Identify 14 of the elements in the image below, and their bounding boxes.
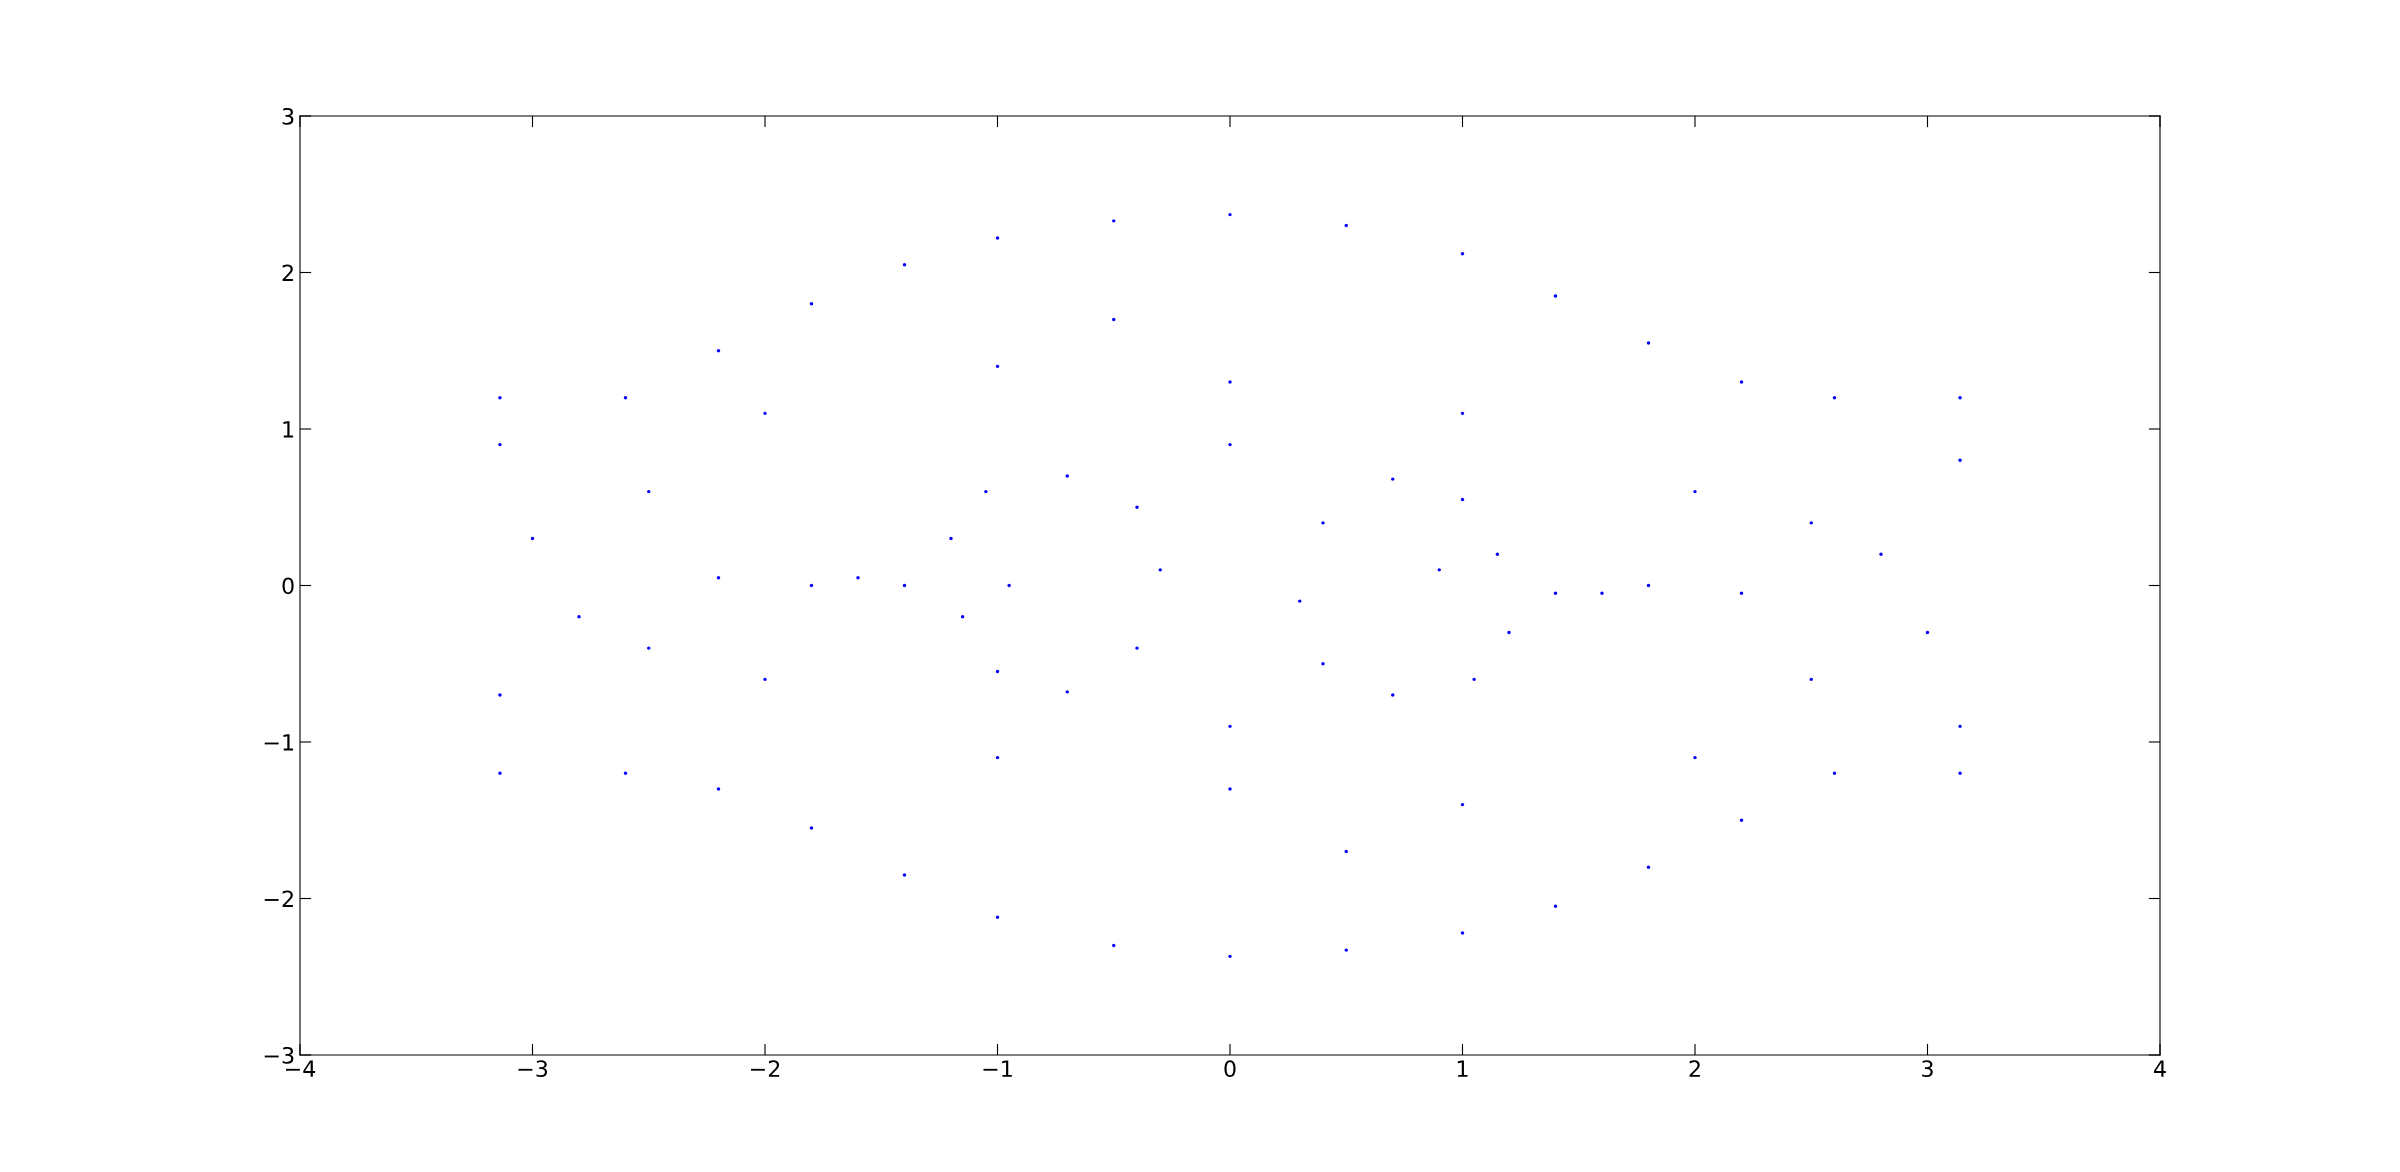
- x-tick-label: −3: [518, 1060, 548, 1078]
- y-tick-label: −2: [264, 890, 293, 907]
- y-tick-label: 0: [282, 577, 294, 595]
- y-tick-label: 1: [283, 421, 294, 438]
- x-tick-label: 3: [1922, 1060, 1933, 1078]
- x-tick-label: 4: [2154, 1060, 2166, 1077]
- x-tick-label: 0: [1224, 1060, 1236, 1078]
- y-tick-label: 2: [282, 264, 293, 281]
- y-tick-label: −1: [264, 734, 294, 751]
- x-tick-label: −2: [750, 1060, 780, 1077]
- x-tick-label: 2: [1689, 1060, 1700, 1077]
- y-tick-label: 3: [282, 107, 294, 125]
- x-tick-label: −1: [983, 1060, 1012, 1077]
- x-tick-label: 1: [1457, 1060, 1468, 1077]
